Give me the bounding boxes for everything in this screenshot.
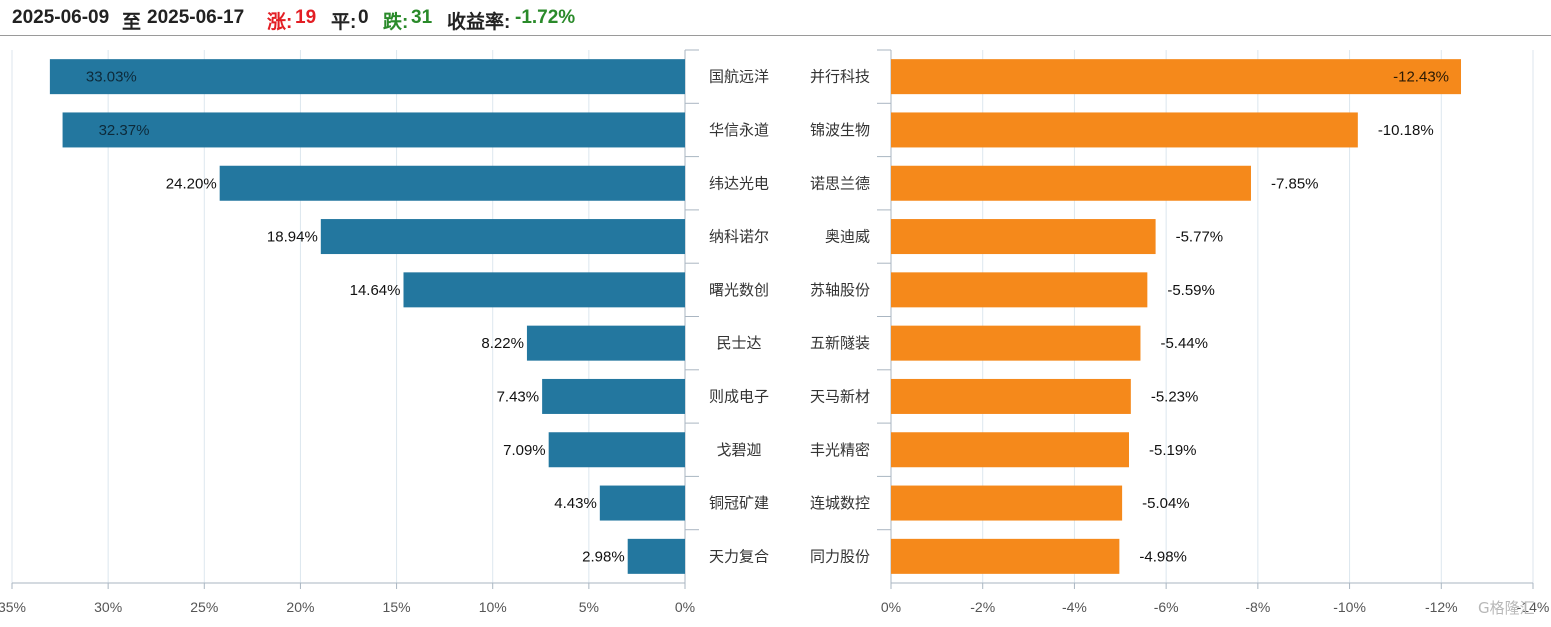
- return-value: -1.72%: [515, 7, 576, 28]
- left-tick-label: 30%: [94, 599, 122, 615]
- gainer-bar: [627, 538, 685, 574]
- gainer-bar: [542, 378, 685, 414]
- gainer-bar: [599, 485, 685, 521]
- loser-bar: [891, 219, 1156, 255]
- gainer-category-label: 国航远洋: [709, 69, 769, 86]
- gainer-bar: [403, 272, 685, 308]
- loser-category-label: 天马新材: [810, 388, 870, 405]
- loser-bar: [891, 432, 1129, 468]
- right-tick-label: -14%: [1517, 599, 1550, 615]
- gainer-category-label: 天力复合: [709, 547, 769, 565]
- gainer-category-label: 纬达光电: [709, 175, 769, 192]
- left-tick-label: 35%: [0, 599, 26, 615]
- loser-category-label: 诺思兰德: [810, 174, 870, 192]
- loser-bar: [891, 59, 1462, 95]
- loser-data-label: -5.77%: [1176, 229, 1224, 246]
- loser-data-label: -5.44%: [1160, 335, 1208, 352]
- gainer-data-label: 24.20%: [166, 175, 217, 192]
- left-tick-label: 25%: [190, 599, 218, 615]
- gainer-data-label: 2.98%: [582, 548, 625, 565]
- gainer-data-label: 8.22%: [481, 335, 524, 352]
- gainer-data-label: 14.64%: [350, 282, 401, 299]
- loser-category-label: 苏轴股份: [810, 282, 870, 299]
- gainer-data-label: 32.37%: [99, 122, 150, 139]
- up-count: 19: [295, 7, 317, 28]
- loser-bar: [891, 112, 1358, 148]
- return-label: 收益率:: [447, 12, 511, 33]
- right-tick-label: -4%: [1062, 599, 1087, 615]
- gainer-bar: [548, 432, 685, 468]
- loser-bar: [891, 538, 1120, 574]
- loser-data-label: -7.85%: [1271, 175, 1319, 192]
- gainer-bar: [526, 325, 685, 361]
- gainer-bar: [62, 112, 685, 148]
- gainer-category-label: 戈碧迦: [716, 442, 761, 459]
- loser-data-label: -5.59%: [1167, 282, 1215, 299]
- loser-category-label: 连城数控: [810, 495, 870, 512]
- watermark-logo: G格隆汇: [1478, 597, 1535, 618]
- loser-bar: [891, 272, 1148, 308]
- gainer-category-label: 民士达: [716, 335, 761, 352]
- right-tick-label: -2%: [970, 599, 995, 615]
- loser-bar: [891, 325, 1141, 361]
- start-date: 2025-06-09: [12, 7, 110, 28]
- gainer-data-label: 7.43%: [497, 388, 540, 405]
- loser-data-label: -4.98%: [1139, 548, 1187, 565]
- loser-category-label: 奥迪威: [825, 229, 870, 246]
- loser-category-label: 五新隧装: [810, 335, 870, 352]
- right-tick-label: -8%: [1245, 599, 1270, 615]
- loser-data-label: -5.04%: [1142, 495, 1190, 512]
- gainer-data-label: 33.03%: [86, 69, 137, 86]
- left-tick-label: 15%: [383, 599, 411, 615]
- down-count: 31: [411, 7, 433, 28]
- left-tick-label: 20%: [286, 599, 314, 615]
- gainer-data-label: 4.43%: [554, 495, 597, 512]
- gainer-category-label: 纳科诺尔: [709, 229, 769, 246]
- left-tick-label: 0%: [675, 599, 695, 615]
- gainer-bar: [320, 219, 685, 255]
- flat-label: 平:: [331, 12, 357, 33]
- right-tick-label: -6%: [1154, 599, 1179, 615]
- loser-category-label: 同力股份: [810, 548, 870, 565]
- loser-data-label: -5.23%: [1151, 388, 1199, 405]
- loser-bar: [891, 165, 1251, 201]
- gainer-bar: [49, 59, 685, 95]
- loser-category-label: 锦波生物: [810, 122, 870, 139]
- flat-count: 0: [358, 7, 369, 28]
- gainer-category-label: 铜冠矿建: [709, 495, 769, 512]
- right-tick-label: -10%: [1333, 599, 1366, 615]
- up-label: 涨:: [267, 12, 293, 33]
- loser-bar: [891, 378, 1131, 414]
- loser-data-label: -5.19%: [1149, 442, 1197, 459]
- gainer-category-label: 曙光数创: [709, 282, 769, 299]
- gainer-category-label: 华信永道: [709, 122, 769, 139]
- loser-category-label: 并行科技: [810, 69, 870, 86]
- left-tick-label: 10%: [479, 599, 507, 615]
- gainer-category-label: 则成电子: [709, 388, 769, 405]
- loser-bar: [891, 485, 1123, 521]
- watermark-text: 格隆汇: [1489, 599, 1535, 617]
- gainer-bar: [219, 165, 685, 201]
- end-date: 2025-06-17: [147, 7, 245, 28]
- gainer-data-label: 7.09%: [503, 442, 546, 459]
- down-label: 跌:: [383, 12, 409, 33]
- right-tick-label: 0%: [881, 599, 901, 615]
- to-label: 至: [122, 12, 142, 33]
- summary-header: 2025-06-09 至 2025-06-17 涨: 19 平: 0 跌: 31…: [0, 0, 1551, 36]
- loser-data-label: -12.43%: [1393, 69, 1449, 86]
- right-tick-label: -12%: [1425, 599, 1458, 615]
- watermark-glyph: G: [1478, 599, 1490, 617]
- left-tick-label: 5%: [579, 599, 599, 615]
- loser-data-label: -10.18%: [1378, 122, 1434, 139]
- loser-category-label: 丰光精密: [810, 442, 870, 459]
- gainer-data-label: 18.94%: [267, 229, 318, 246]
